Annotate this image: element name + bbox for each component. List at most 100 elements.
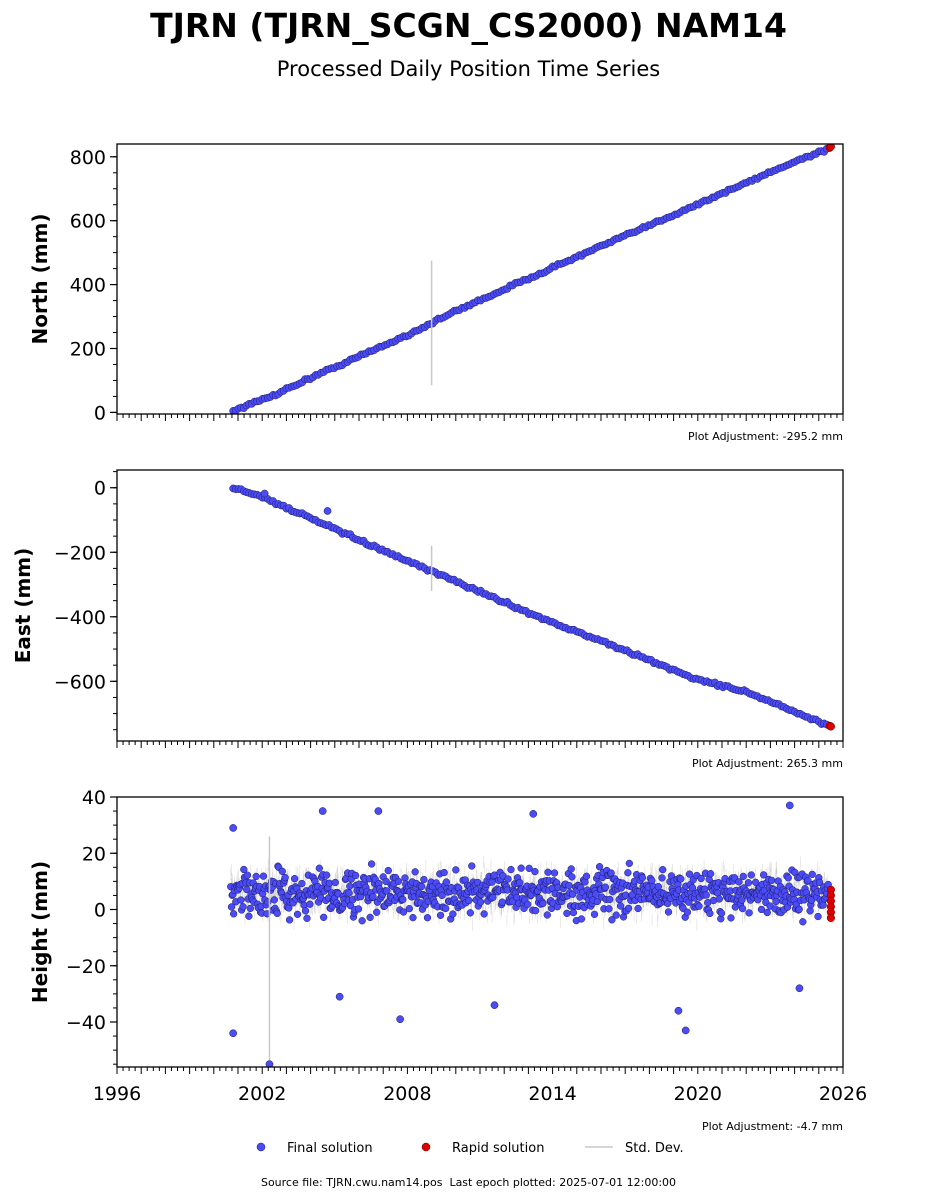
plot-adjustment-note: Plot Adjustment: -4.7 mm [702, 1120, 843, 1133]
final-point [466, 909, 474, 917]
final-point [367, 860, 376, 868]
final-point [593, 897, 602, 906]
final-point [525, 864, 533, 873]
final-point [382, 877, 390, 886]
final-point [715, 895, 723, 903]
panel-east: 0 −200 −400 −600 East (mm) Plot Adjustment: 2… [11, 469, 844, 770]
y-tick-label: 400 [70, 275, 106, 297]
final-point [565, 881, 573, 890]
final-point [476, 898, 485, 906]
final-point [808, 870, 816, 879]
final-point [384, 866, 392, 875]
final-point-outlier [795, 984, 804, 993]
panel-height: 1996 2002 2008 2014 2020 2026 40 20 0 −20 −40 Heigh… [28, 787, 867, 1133]
final-point [442, 878, 451, 886]
final-point [784, 874, 792, 882]
final-point [246, 904, 254, 913]
final-point [401, 874, 409, 882]
final-point [524, 900, 532, 909]
final-point [252, 872, 260, 881]
chart-title: TJRN (TJRN_SCGN_CS2000) NAM14 [150, 6, 787, 45]
final-point [819, 901, 827, 909]
final-point [747, 871, 755, 879]
final-point [354, 905, 363, 913]
source-file: TJRN.cwu.nam14.pos [326, 1176, 443, 1189]
final-point [738, 896, 746, 904]
final-point [306, 900, 314, 908]
y-tick-label: 0 [94, 478, 106, 500]
legend-std-label: Std. Dev. [625, 1141, 684, 1156]
final-point [298, 879, 306, 888]
final-point [373, 908, 381, 916]
final-point [369, 893, 377, 901]
final-point [399, 908, 408, 916]
final-point [245, 912, 253, 920]
final-point [550, 869, 559, 877]
final-point [582, 872, 591, 880]
final-point [634, 904, 642, 913]
final-point [697, 874, 705, 883]
final-point [590, 910, 599, 918]
y-tick-label: −200 [54, 542, 106, 564]
final-point [706, 870, 715, 878]
plot-area [229, 484, 835, 731]
y-tick-label: 0 [94, 402, 106, 424]
final-point [815, 878, 824, 886]
final-point [739, 872, 747, 881]
final-point [628, 891, 636, 899]
final-point [507, 865, 515, 874]
final-point-outlier [335, 992, 344, 1001]
final-point [452, 866, 460, 874]
final-point [315, 864, 323, 872]
final-point [322, 871, 331, 879]
final-point [606, 895, 614, 904]
final-point [677, 875, 685, 883]
final-point [638, 874, 647, 882]
y-tick-label: 20 [82, 843, 106, 865]
rapid-point [826, 722, 835, 731]
final-point [449, 910, 457, 918]
final-point [504, 875, 512, 883]
final-point [744, 879, 753, 887]
legend-rapid-marker [421, 1142, 431, 1152]
y-tick-label: 600 [70, 211, 106, 233]
final-point-outlier [490, 1001, 499, 1009]
final-point [612, 911, 620, 919]
final-point-outlier [229, 824, 238, 832]
footer-note: Source file: TJRN.cwu.nam14.pos Last epo… [0, 1176, 937, 1189]
plot-area [229, 144, 835, 414]
x-tick-label: 2020 [674, 1083, 722, 1105]
final-point [229, 910, 238, 918]
final-point [383, 887, 391, 895]
final-point-outlier [265, 1060, 274, 1067]
final-point [577, 915, 586, 923]
final-point [320, 913, 328, 921]
final-point [772, 897, 780, 906]
y-axis-label: Height (mm) [28, 861, 52, 1003]
plot-frame [116, 796, 844, 1068]
y-axis-label: East (mm) [11, 548, 35, 664]
final-point-outlier [785, 801, 794, 810]
final-point [799, 918, 807, 926]
final-point [532, 906, 540, 915]
x-tick-label: 2026 [819, 1083, 867, 1105]
final-point [498, 898, 506, 906]
final-point [814, 912, 822, 921]
last-epoch-label: Last epoch plotted: [449, 1176, 556, 1189]
final-point [608, 916, 616, 924]
final-point [301, 907, 310, 915]
final-point [293, 910, 302, 918]
final-point [480, 910, 488, 918]
final-point [568, 873, 576, 881]
final-point [695, 902, 703, 910]
final-point [685, 870, 694, 878]
final-point [763, 908, 771, 917]
legend: Final solution Rapid solution Std. Dev. [256, 1141, 684, 1156]
x-tick-label: 2008 [383, 1083, 431, 1105]
plot-adjustment-note: Plot Adjustment: -295.2 mm [688, 430, 843, 443]
chart-subtitle: Processed Daily Position Time Series [276, 57, 661, 81]
final-point [273, 909, 281, 918]
final-point [490, 871, 498, 879]
plot-frame [116, 469, 844, 742]
